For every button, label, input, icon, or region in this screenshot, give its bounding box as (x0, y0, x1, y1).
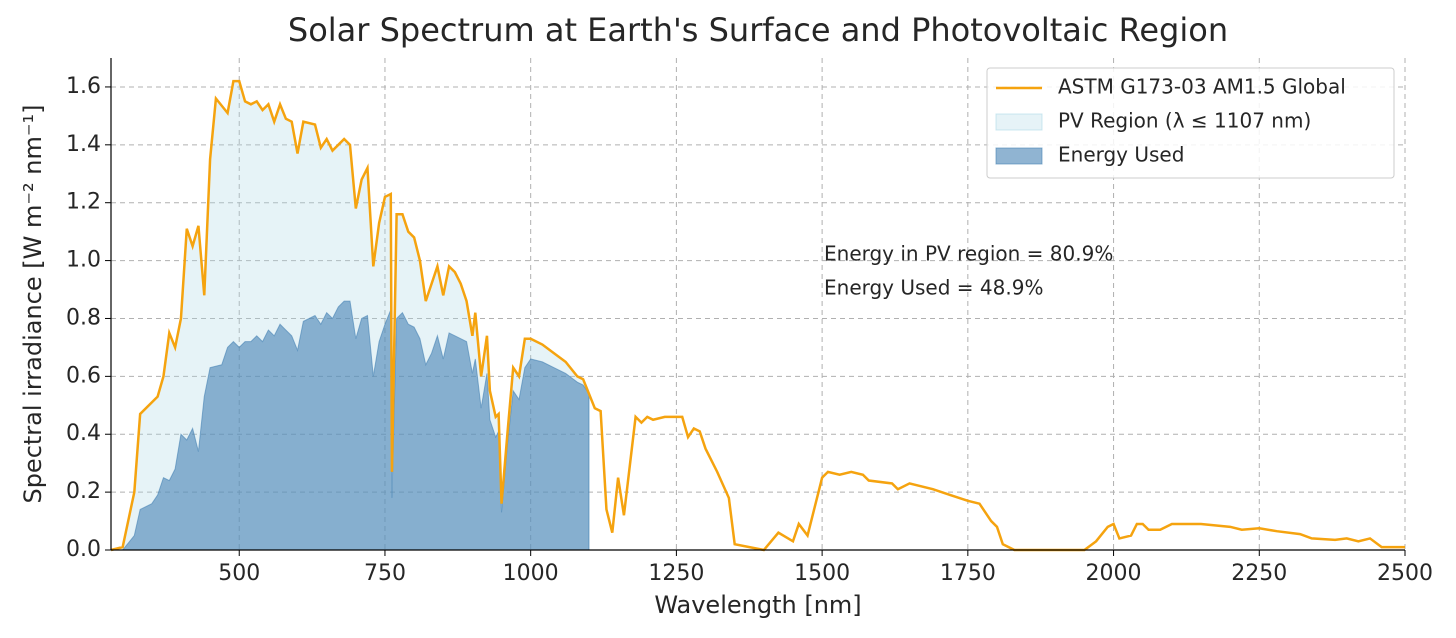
x-tick-label: 2500 (1377, 561, 1433, 586)
legend-label: Energy Used (1058, 143, 1184, 167)
legend-label: PV Region (λ ≤ 1107 nm) (1058, 109, 1311, 133)
annotation: Energy Used = 48.9% (824, 276, 1043, 300)
x-tick-label: 1500 (794, 561, 850, 586)
y-tick-label: 0.6 (66, 363, 101, 388)
y-tick-label: 0.2 (66, 479, 101, 504)
y-tick-label: 1.4 (66, 132, 101, 157)
legend-label: ASTM G173-03 AM1.5 Global (1058, 75, 1346, 99)
y-tick-label: 1.0 (66, 248, 101, 273)
y-axis-label: Spectral irradiance [W m⁻² nm⁻¹] (19, 104, 47, 503)
x-tick-label: 2250 (1231, 561, 1287, 586)
y-tick-label: 0.0 (66, 537, 101, 562)
y-tick-label: 1.2 (66, 190, 101, 215)
x-tick-label: 2000 (1086, 561, 1142, 586)
x-tick-label: 500 (218, 561, 260, 586)
y-tick-label: 1.6 (66, 74, 101, 99)
legend-patch (995, 113, 1043, 131)
legend-box (986, 67, 1395, 179)
x-tick-label: 1000 (503, 561, 559, 586)
x-tick-label: 1250 (648, 561, 704, 586)
chart-title: Solar Spectrum at Earth's Surface and Ph… (288, 11, 1228, 49)
legend-patch (995, 147, 1043, 165)
annotation: Energy in PV region = 80.9% (824, 242, 1113, 266)
y-tick-label: 0.8 (66, 305, 101, 330)
x-axis-label: Wavelength [nm] (654, 591, 861, 619)
x-tick-label: 1750 (940, 561, 996, 586)
y-tick-label: 0.4 (66, 421, 101, 446)
x-tick-label: 750 (364, 561, 406, 586)
